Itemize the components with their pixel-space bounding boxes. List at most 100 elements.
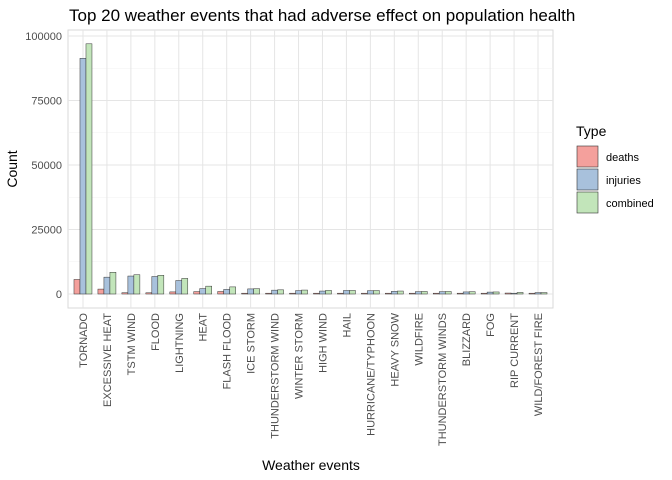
legend-label-injuries: injuries bbox=[606, 175, 641, 187]
bar-combined bbox=[109, 272, 117, 295]
bar-combined bbox=[444, 291, 452, 295]
x-tick-label: THUNDERSTORM WIND bbox=[270, 313, 282, 439]
bar-injuries bbox=[247, 288, 254, 295]
bar-combined bbox=[325, 290, 332, 295]
legend-key-combined bbox=[576, 191, 599, 214]
legend-label-deaths: deaths bbox=[606, 152, 640, 164]
bar-combined bbox=[205, 285, 212, 295]
x-tick-label: HEAT bbox=[198, 313, 210, 342]
x-axis-ticks: TORNADO EXCESSIVE HEAT TSTM WIND FLOOD LIGHT… bbox=[78, 312, 545, 446]
bar-combined bbox=[85, 43, 93, 295]
bar-combined bbox=[301, 289, 308, 295]
bar-deaths bbox=[169, 291, 177, 295]
x-tick-label: HEAVY SNOW bbox=[389, 312, 401, 386]
x-tick-label: ICE STORM bbox=[246, 313, 258, 374]
bar-combined bbox=[397, 290, 404, 295]
bar-injuries bbox=[367, 290, 374, 295]
bar-deaths bbox=[241, 292, 248, 295]
bar-injuries bbox=[103, 276, 111, 295]
bar-combined bbox=[277, 289, 284, 295]
bar-injuries bbox=[486, 291, 494, 295]
legend-title: Type bbox=[576, 123, 607, 139]
x-tick-label: LIGHTNING bbox=[174, 313, 186, 373]
legend-label-combined: combined bbox=[606, 198, 654, 210]
bar-combined bbox=[349, 290, 356, 295]
x-tick-label: WILDFIRE bbox=[413, 313, 425, 366]
bar-combined bbox=[373, 290, 380, 295]
y-tick-label: 100000 bbox=[25, 31, 62, 43]
bar-combined bbox=[468, 291, 476, 295]
bar-combined bbox=[157, 275, 165, 295]
bar-injuries bbox=[415, 291, 422, 295]
bar-injuries bbox=[462, 291, 470, 295]
y-tick-label: 75000 bbox=[31, 96, 62, 108]
bar-combined bbox=[133, 274, 141, 295]
bar-combined bbox=[421, 291, 428, 295]
x-tick-label: BLIZZARD bbox=[461, 313, 473, 366]
bar-injuries bbox=[199, 288, 206, 295]
bar-injuries bbox=[438, 291, 446, 295]
x-tick-label: HAIL bbox=[341, 313, 353, 337]
bar-injuries bbox=[319, 290, 326, 295]
bar-deaths bbox=[313, 292, 320, 295]
plot-area bbox=[67, 29, 554, 309]
bar-deaths bbox=[193, 291, 200, 295]
y-tick-label: 25000 bbox=[31, 225, 62, 237]
x-tick-label: FOG bbox=[485, 313, 497, 337]
x-tick-label: THUNDERSTORM WINDS bbox=[437, 313, 449, 446]
bar-deaths bbox=[409, 292, 416, 295]
bar-injuries bbox=[175, 280, 183, 295]
x-tick-label: WINTER STORM bbox=[294, 313, 306, 399]
x-axis-title: Weather events bbox=[262, 457, 360, 473]
legend: Type deaths injuries combined bbox=[576, 123, 654, 214]
bar-deaths bbox=[337, 292, 344, 295]
bar-injuries bbox=[271, 289, 278, 295]
bar-combined bbox=[516, 292, 524, 295]
bar-deaths bbox=[265, 292, 272, 295]
bar-injuries bbox=[391, 291, 398, 295]
x-tick-label: TORNADO bbox=[78, 313, 90, 368]
chart-title: Top 20 weather events that had adverse e… bbox=[69, 6, 575, 25]
bar-injuries bbox=[127, 275, 135, 295]
bar-deaths bbox=[145, 292, 153, 295]
y-axis-title: Count bbox=[4, 150, 20, 187]
bar-deaths bbox=[528, 292, 536, 295]
y-tick-label: 0 bbox=[56, 289, 62, 301]
bars bbox=[73, 43, 548, 295]
x-tick-label: WILD/FOREST FIRE bbox=[533, 313, 545, 416]
legend-key-deaths bbox=[576, 145, 599, 168]
x-tick-label: FLOOD bbox=[150, 313, 162, 351]
bar-deaths bbox=[456, 292, 464, 295]
bar-injuries bbox=[534, 292, 542, 295]
x-tick-label: TSTM WIND bbox=[126, 313, 138, 375]
bar-combined bbox=[229, 286, 236, 295]
y-tick-label: 50000 bbox=[31, 160, 62, 172]
bar-injuries bbox=[151, 276, 159, 295]
x-tick-label: FLASH FLOOD bbox=[222, 313, 234, 389]
bar-injuries bbox=[295, 290, 302, 295]
x-tick-label: EXCESSIVE HEAT bbox=[102, 313, 114, 407]
bar-deaths bbox=[73, 279, 81, 295]
bar-combined bbox=[540, 292, 548, 295]
bar-injuries bbox=[510, 292, 518, 295]
bar-combined bbox=[181, 278, 189, 295]
x-tick-label: RIP CURRENT bbox=[509, 313, 521, 388]
plot-panel bbox=[67, 29, 554, 309]
bar-deaths bbox=[121, 292, 129, 295]
bar-deaths bbox=[289, 292, 296, 295]
bar-injuries bbox=[343, 290, 350, 295]
bar-deaths bbox=[385, 292, 392, 295]
bar-injuries bbox=[223, 289, 230, 295]
x-tick-label: HURRICANE/TYPHOON bbox=[365, 313, 377, 436]
y-axis-ticks: 0 25000 50000 75000 100000 bbox=[25, 31, 62, 301]
bar-deaths bbox=[432, 292, 440, 295]
bar-deaths bbox=[480, 292, 488, 295]
legend-key-injuries bbox=[576, 168, 599, 191]
x-tick-label: HIGH WIND bbox=[317, 313, 329, 373]
bar-deaths bbox=[217, 291, 224, 295]
bar-deaths bbox=[97, 288, 105, 295]
gridlines bbox=[68, 30, 553, 308]
bar-combined bbox=[253, 288, 260, 295]
bar-deaths bbox=[361, 292, 368, 295]
